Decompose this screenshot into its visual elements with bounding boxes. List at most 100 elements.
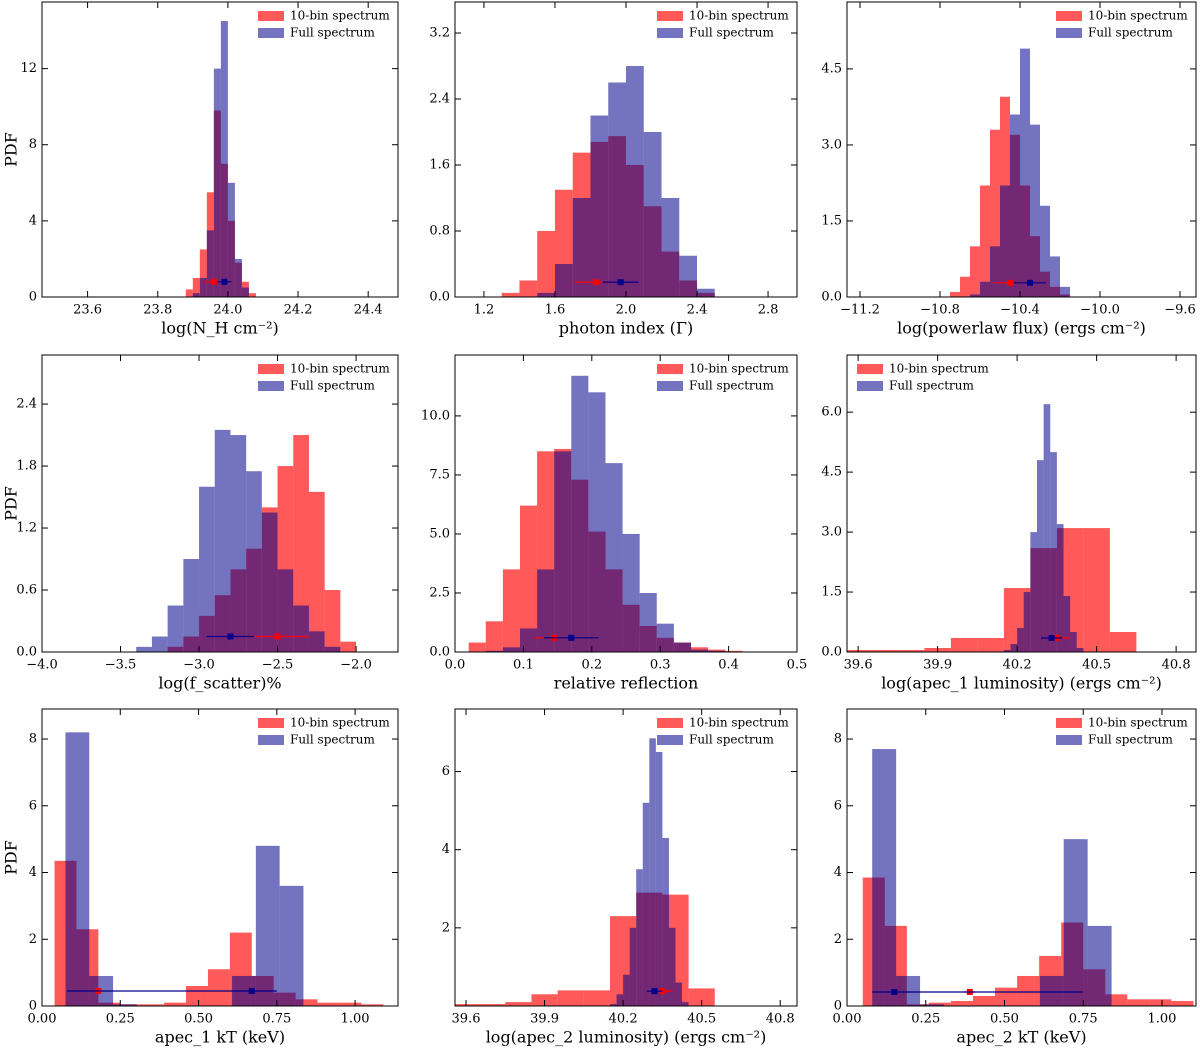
x-axis-label: log(N_H cm⁻²)	[161, 319, 279, 338]
histogram-bar	[485, 621, 503, 652]
y-tick-label: 3.2	[429, 26, 450, 41]
histogram-bar	[572, 198, 591, 297]
plot-area	[950, 48, 1070, 297]
histogram-bar	[1083, 528, 1110, 652]
histogram-bar	[192, 277, 200, 297]
histogram-bar	[649, 738, 656, 1006]
estimate-marker	[227, 633, 234, 640]
x-tick-label: 39.6	[844, 658, 873, 673]
histogram-bar	[588, 392, 606, 652]
y-tick-label: 5.0	[429, 526, 450, 541]
legend-label: Full spectrum	[889, 379, 974, 393]
x-tick-label: 0.5	[787, 658, 808, 673]
y-tick-label: 0.0	[16, 645, 37, 660]
x-tick-label: −9.6	[1164, 303, 1196, 318]
histogram-bar	[605, 463, 623, 652]
histogram-bar	[537, 569, 555, 652]
y-tick-label: 3.0	[821, 525, 842, 540]
histogram-bar	[293, 435, 309, 652]
histogram-bar	[167, 605, 184, 652]
estimate-marker	[568, 634, 575, 641]
histogram-bar	[697, 288, 715, 297]
legend-swatch	[657, 364, 683, 374]
plot-area	[136, 429, 357, 652]
histogram-bar	[151, 636, 168, 652]
histogram-bar	[590, 115, 609, 297]
y-tick-label: 0.8	[429, 224, 450, 239]
histogram-bar	[230, 435, 247, 652]
legend-label: Full spectrum	[290, 26, 375, 40]
plot-area	[468, 375, 743, 652]
histogram-bar	[626, 66, 644, 297]
plot-area	[185, 21, 256, 297]
legend-swatch	[258, 718, 284, 728]
x-tick-label: 23.8	[143, 303, 172, 318]
y-tick-label: 4.5	[821, 465, 842, 480]
x-tick-label: −10.0	[1080, 303, 1120, 318]
histogram-bar	[1037, 460, 1044, 652]
histogram-bar	[1023, 592, 1031, 652]
axes-frame	[454, 354, 798, 653]
y-tick-label: 0.0	[429, 645, 450, 660]
histogram-bar	[1020, 48, 1030, 297]
x-tick-label: −3.0	[183, 658, 215, 673]
x-tick-label: −11.2	[840, 303, 880, 318]
legend-swatch	[857, 381, 883, 391]
axes-frame	[41, 708, 399, 1007]
y-tick-label: 0.6	[16, 583, 37, 598]
histogram-bar	[199, 277, 207, 297]
axes-frame	[41, 354, 399, 653]
x-tick-label: 0.2	[581, 658, 602, 673]
legend-label: 10-bin spectrum	[1088, 716, 1188, 730]
histogram-bar	[668, 927, 676, 1006]
histogram-bar	[655, 751, 663, 1006]
histogram-bar	[505, 1002, 532, 1006]
histogram-bar	[872, 749, 897, 1006]
panel: 0.00 0.25 0.50 0.75 1.00 0 2 4 6 8 apec_2 kT (keV)…	[833, 708, 1197, 1047]
x-tick-label: 40.5	[687, 1012, 716, 1027]
x-tick-label: 1.6	[545, 303, 566, 318]
x-tick-label: 40.8	[766, 1012, 795, 1027]
estimate-marker	[891, 988, 898, 995]
y-axis-label: PDF	[2, 840, 21, 875]
y-axis-label: PDF	[2, 132, 21, 167]
legend-swatch	[258, 11, 284, 21]
legend-label: 10-bin spectrum	[889, 362, 989, 376]
y-tick-label: 1.5	[821, 213, 842, 228]
legend-label: Full spectrum	[689, 733, 774, 747]
histogram-bar	[623, 974, 630, 1006]
histogram-bar	[1030, 532, 1038, 652]
x-axis-label: photon index (Γ)	[559, 319, 693, 338]
histogram-bar	[501, 292, 520, 297]
x-axis-label: log(f_scatter)%	[158, 674, 281, 693]
x-tick-label: 2.8	[758, 303, 779, 318]
histogram-bar	[897, 650, 925, 652]
histogram-bar	[688, 988, 715, 1006]
y-tick-label: 4	[834, 865, 842, 880]
legend-swatch	[657, 718, 683, 728]
legend-label: Full spectrum	[1088, 26, 1173, 40]
histogram-bar	[1149, 999, 1172, 1006]
histogram-bar	[136, 646, 152, 652]
histogram-bar	[980, 185, 990, 297]
histogram-bar	[308, 491, 325, 652]
legend-swatch	[258, 735, 284, 745]
y-tick-label: 6.0	[821, 405, 842, 420]
plot-area	[501, 66, 715, 297]
x-tick-label: 39.9	[530, 1012, 559, 1027]
x-tick-label: −10.4	[1000, 303, 1040, 318]
x-tick-label: 24.2	[284, 303, 313, 318]
histogram-bar	[1087, 925, 1112, 1006]
legend-label: 10-bin spectrum	[689, 9, 789, 23]
y-tick-label: 6	[29, 798, 37, 813]
y-tick-label: 0.0	[821, 290, 842, 305]
plot-area	[455, 738, 715, 1006]
estimate-marker	[651, 988, 658, 995]
estimate-marker	[1027, 279, 1033, 286]
y-tick-label: 0.0	[429, 290, 450, 305]
x-tick-label: 0.1	[513, 658, 534, 673]
estimate-marker	[617, 279, 624, 286]
histogram-bar	[479, 1004, 506, 1006]
histogram-bar	[636, 869, 643, 1006]
histogram-bar	[185, 289, 193, 297]
